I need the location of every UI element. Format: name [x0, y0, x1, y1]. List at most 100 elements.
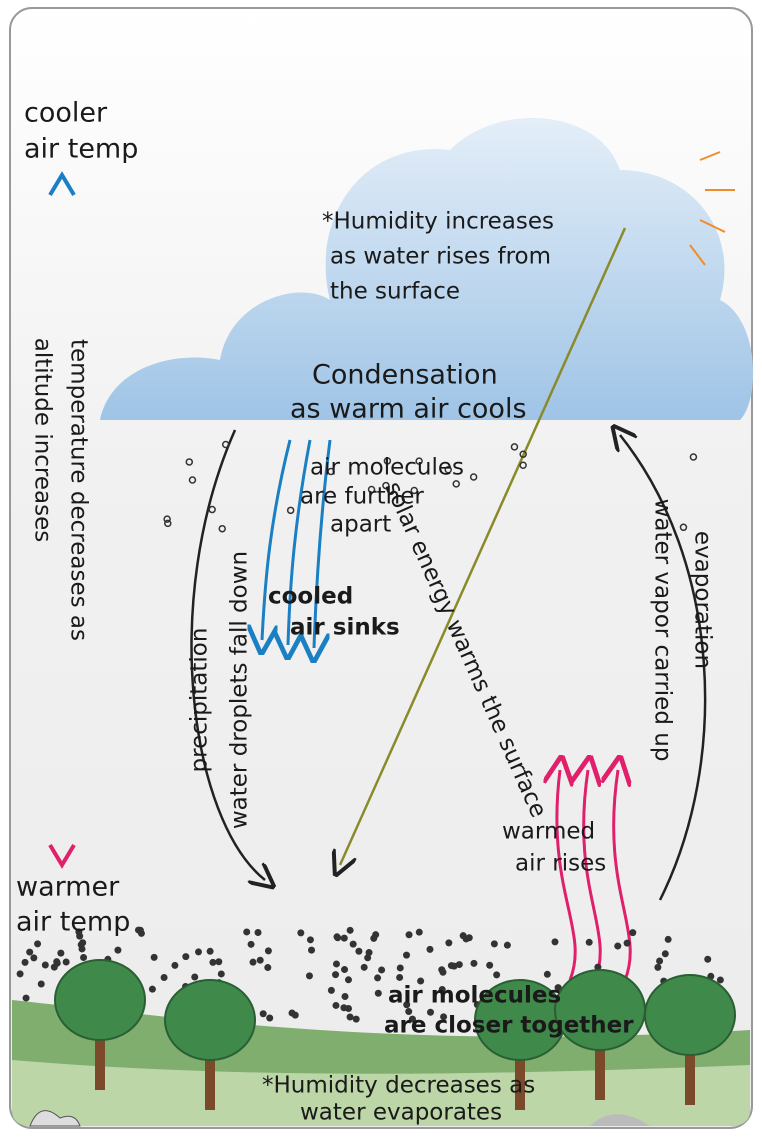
molecule — [426, 1008, 434, 1016]
label: temperature decreases as — [66, 339, 92, 641]
molecule — [148, 985, 156, 993]
molecule — [22, 994, 30, 1002]
molecule — [308, 946, 316, 954]
molecule — [370, 934, 378, 942]
solar-ray — [340, 227, 627, 865]
label: *Humidity increases — [322, 209, 554, 235]
molecule — [656, 957, 664, 965]
molecule — [629, 929, 637, 937]
molecule — [188, 476, 197, 484]
warm-air-arrows — [557, 770, 630, 981]
molecule — [264, 964, 272, 972]
molecule — [150, 953, 158, 961]
molecule — [256, 956, 264, 964]
label: air rises — [515, 851, 606, 877]
canopy — [54, 959, 146, 1041]
molecule — [288, 1009, 296, 1017]
molecule — [195, 948, 203, 956]
molecule — [374, 989, 382, 997]
molecule — [405, 1008, 413, 1016]
molecule — [438, 985, 446, 993]
molecule — [209, 958, 217, 966]
label: evaporation — [690, 531, 716, 669]
molecule — [164, 519, 172, 528]
molecule — [447, 962, 455, 970]
molecule — [41, 961, 49, 969]
molecule — [327, 467, 335, 476]
label: air sinks — [290, 615, 400, 641]
molecule — [445, 939, 453, 947]
molecule — [365, 949, 373, 957]
molecule — [426, 945, 434, 953]
molecule — [417, 977, 425, 985]
molecule — [360, 963, 368, 971]
molecule — [382, 481, 390, 490]
molecule — [614, 942, 622, 950]
molecule — [332, 1001, 340, 1009]
cool-air-arrows — [262, 439, 332, 648]
molecule — [689, 453, 698, 461]
molecule — [57, 949, 65, 957]
molecule — [37, 980, 45, 988]
label: altitude increases — [30, 338, 56, 542]
molecule — [30, 954, 38, 962]
molecule — [171, 961, 179, 969]
molecule — [452, 480, 460, 488]
label: warmer — [16, 872, 120, 903]
molecule — [191, 973, 199, 981]
molecule — [341, 966, 349, 974]
molecule — [53, 958, 61, 966]
molecule — [114, 946, 122, 954]
molecule — [266, 1014, 274, 1022]
molecule — [306, 936, 314, 944]
molecule — [410, 486, 418, 495]
molecule — [661, 950, 669, 958]
molecule — [215, 958, 223, 966]
trunk — [95, 1010, 105, 1090]
molecule — [469, 473, 478, 481]
molecule — [79, 939, 87, 947]
molecule — [352, 1015, 360, 1023]
label: air molecules — [388, 983, 561, 1009]
molecule — [62, 958, 70, 966]
molecule — [486, 961, 494, 969]
molecule — [341, 992, 349, 1000]
molecule — [182, 953, 190, 961]
molecule — [332, 971, 340, 979]
label: water evaporates — [300, 1100, 502, 1126]
precipitation-arrow — [190, 429, 265, 880]
molecule — [383, 457, 392, 465]
molecule — [346, 1013, 354, 1021]
molecule — [664, 935, 672, 943]
molecule — [208, 505, 216, 514]
trees — [54, 959, 736, 1110]
molecule — [217, 970, 225, 978]
molecule — [403, 1001, 411, 1009]
molecule — [297, 929, 305, 937]
molecule — [206, 947, 214, 955]
molecule — [218, 524, 226, 533]
molecule — [349, 940, 357, 948]
molecule — [439, 968, 447, 976]
label: precipitation — [187, 628, 213, 773]
evaporation-arrow — [620, 435, 707, 901]
molecule — [490, 940, 498, 948]
molecule — [355, 947, 363, 955]
molecule — [455, 961, 463, 969]
molecule — [305, 972, 313, 980]
molecule — [415, 928, 423, 936]
label: cooled — [268, 584, 353, 610]
molecule — [254, 928, 262, 936]
molecule — [340, 934, 348, 942]
trunk — [595, 1020, 605, 1100]
molecule — [16, 970, 24, 978]
sun — [620, 121, 735, 266]
air-molecules — [16, 440, 724, 1024]
label: are further — [300, 484, 424, 510]
molecule — [551, 938, 559, 946]
molecule — [364, 954, 372, 962]
molecule — [519, 450, 527, 458]
molecule — [510, 443, 519, 451]
trunk — [205, 1030, 215, 1110]
